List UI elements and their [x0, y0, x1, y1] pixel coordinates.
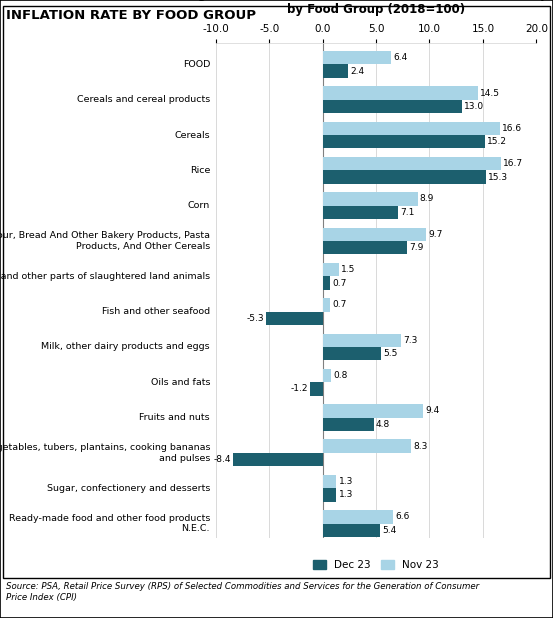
Text: INFLATION RATE BY FOOD GROUP: INFLATION RATE BY FOOD GROUP	[6, 9, 255, 22]
Text: 1.5: 1.5	[341, 265, 355, 274]
Bar	[322, 241, 407, 255]
Text: 2.4: 2.4	[351, 67, 364, 75]
Text: 8.3: 8.3	[414, 442, 428, 451]
Text: 14.5: 14.5	[480, 88, 500, 98]
Text: 6.6: 6.6	[395, 512, 410, 522]
Text: 8.9: 8.9	[420, 195, 434, 203]
Text: 1.3: 1.3	[338, 477, 353, 486]
Text: 15.2: 15.2	[487, 137, 507, 146]
Text: 9.4: 9.4	[425, 407, 440, 415]
Text: 0.8: 0.8	[333, 371, 348, 380]
Text: 15.3: 15.3	[488, 172, 508, 182]
Bar	[322, 206, 399, 219]
Text: Source: PSA, Retail Price Survey (RPS) of Selected Commodities and Services for : Source: PSA, Retail Price Survey (RPS) o…	[6, 582, 479, 601]
Bar	[322, 475, 336, 488]
Text: 7.1: 7.1	[400, 208, 415, 217]
Bar	[322, 64, 348, 78]
Text: 16.7: 16.7	[503, 159, 523, 168]
Bar	[322, 439, 411, 453]
Text: 0.7: 0.7	[332, 300, 347, 310]
Bar	[322, 404, 423, 418]
Text: 4.8: 4.8	[376, 420, 390, 429]
Bar	[322, 298, 330, 311]
Bar	[322, 171, 486, 184]
Bar	[233, 453, 322, 467]
Bar	[322, 192, 418, 206]
Text: 13.0: 13.0	[464, 102, 484, 111]
Text: -5.3: -5.3	[246, 314, 264, 323]
Text: 9.7: 9.7	[429, 230, 443, 239]
Bar	[266, 311, 322, 325]
Bar	[322, 51, 391, 64]
Text: 1.3: 1.3	[338, 491, 353, 499]
Bar	[322, 488, 336, 502]
Bar	[322, 135, 485, 148]
Bar	[322, 122, 500, 135]
Bar	[322, 347, 382, 360]
Text: 16.6: 16.6	[502, 124, 523, 133]
Text: -8.4: -8.4	[213, 455, 231, 464]
Bar	[322, 369, 331, 383]
Text: 5.4: 5.4	[383, 526, 397, 535]
Bar	[322, 227, 426, 241]
Bar	[322, 523, 380, 537]
Bar	[322, 87, 478, 99]
Bar	[322, 334, 400, 347]
Bar	[310, 383, 322, 396]
Bar	[322, 263, 338, 276]
Text: 7.9: 7.9	[409, 243, 424, 252]
Legend: Dec 23, Nov 23: Dec 23, Nov 23	[309, 556, 443, 575]
Text: 7.3: 7.3	[403, 336, 417, 345]
Bar	[322, 276, 330, 290]
Text: 0.7: 0.7	[332, 279, 347, 287]
Bar	[322, 99, 462, 113]
Text: -1.2: -1.2	[290, 384, 307, 394]
Bar	[322, 157, 501, 171]
Text: 5.5: 5.5	[384, 349, 398, 358]
Bar	[322, 418, 374, 431]
Title: Figure 3. Year-on-Year Inflation Rates (%) in Marinduque,
by Food Group (2018=10: Figure 3. Year-on-Year Inflation Rates (…	[186, 0, 553, 16]
Text: 6.4: 6.4	[393, 53, 408, 62]
Bar	[322, 510, 393, 523]
